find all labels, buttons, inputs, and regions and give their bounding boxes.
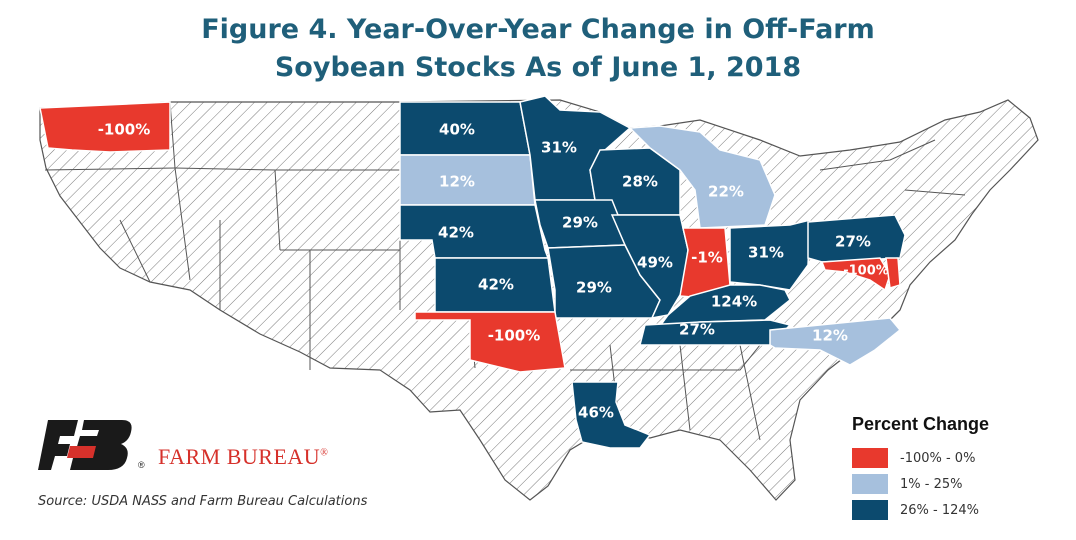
legend-item-low: 1% - 25% xyxy=(852,474,962,494)
state-label-oh: 31% xyxy=(748,244,784,262)
state-label-nd: 40% xyxy=(439,121,475,139)
state-label-pa: 27% xyxy=(835,233,871,251)
state-label-mo: 29% xyxy=(576,279,612,297)
state-labels: -100% 40% 12% 31% 28% 22% 42% 29% 42% 29… xyxy=(98,121,889,422)
farm-bureau-wordmark: FARM BUREAU® xyxy=(158,444,329,469)
state-label-mn: 31% xyxy=(541,139,577,157)
state-label-ok: -100% xyxy=(488,327,541,345)
legend-item-high: 26% - 124% xyxy=(852,500,979,520)
legend-swatch-high xyxy=(852,500,888,520)
state-label-ia: 29% xyxy=(562,214,598,232)
state-label-wa: -100% xyxy=(98,121,151,139)
farm-bureau-logo-mark xyxy=(38,420,132,470)
state-pa xyxy=(807,214,906,263)
state-tn xyxy=(639,319,792,346)
map-title-line2: Soybean Stocks As of June 1, 2018 xyxy=(274,52,802,83)
legend-label: 26% - 124% xyxy=(900,502,980,518)
state-label-sd: 12% xyxy=(439,173,475,191)
legend-swatch-negative xyxy=(852,448,888,468)
state-ok xyxy=(414,311,566,373)
state-label-ks: 42% xyxy=(478,276,514,294)
state-label-ky: 124% xyxy=(711,293,757,311)
state-label-in: -1% xyxy=(691,249,723,267)
state-label-wi: 28% xyxy=(622,173,658,191)
legend-label: -100% - 0% xyxy=(900,450,976,466)
state-de xyxy=(885,257,901,289)
map-title-line1: Figure 4. Year-Over-Year Change in Off-F… xyxy=(201,14,875,45)
legend-swatch-low xyxy=(852,474,888,494)
state-label-md: -100% xyxy=(843,264,889,279)
state-label-la: 46% xyxy=(578,404,614,422)
legend-label: 1% - 25% xyxy=(900,476,963,492)
state-label-il: 49% xyxy=(637,254,673,272)
data-states xyxy=(39,95,906,449)
state-oh xyxy=(729,219,811,291)
source-note: Source: USDA NASS and Farm Bureau Calcul… xyxy=(38,494,368,509)
legend-title: Percent Change xyxy=(852,414,990,434)
state-label-mi: 22% xyxy=(708,183,744,201)
state-nc xyxy=(769,317,902,366)
state-wa xyxy=(39,101,171,153)
state-label-nc: 12% xyxy=(812,327,848,345)
state-mi xyxy=(628,125,776,229)
state-label-tn: 27% xyxy=(679,321,715,339)
state-md xyxy=(820,257,891,292)
state-la xyxy=(571,381,652,449)
logo-registered-mark: ® xyxy=(138,460,145,470)
legend-item-negative: -100% - 0% xyxy=(852,448,975,468)
state-label-ne: 42% xyxy=(438,224,474,242)
